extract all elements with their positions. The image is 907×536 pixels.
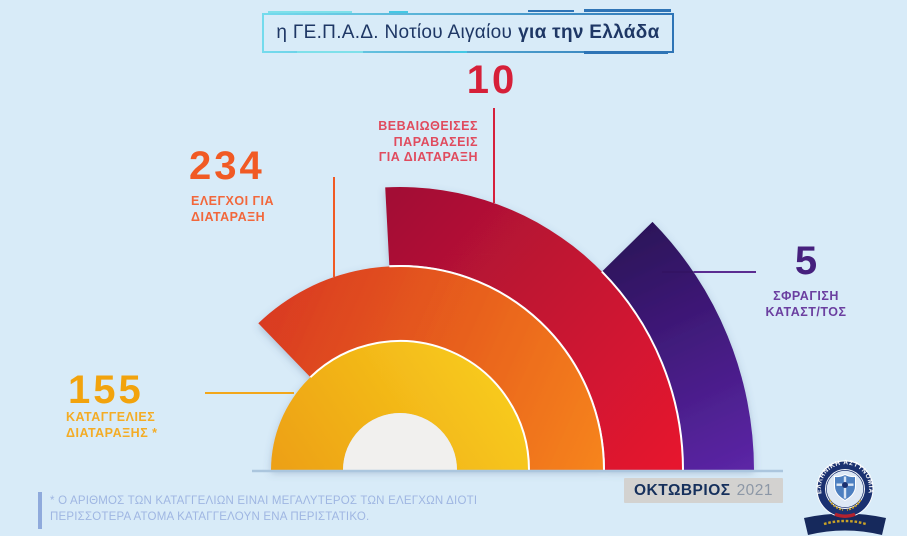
title-accent-dash [297,51,363,53]
page-title: η ΓΕ.Π.Α.Δ. Νοτίου Αιγαίου [276,22,513,43]
hellenic-police-logo: ΕΛΛΗΝΙΚΗ ΑΣΤΥΝΟΜΙΑ [804,459,886,535]
metric-label-violations: ΒΕΒΑΙΩΘΕΙΣΕΣ ΠΑΡΑΒΑΣΕΙΣ ΓΙΑ ΔΙΑΤΑΡΑΞΗ [378,119,478,165]
logo-banner [804,513,886,535]
metric-value-checks: 234 [189,144,265,188]
metric-label-complaints: ΚΑΤΑΓΓΕΛΙΕΣ ΔΙΑΤΑΡΑΞΗΣ * [66,410,158,440]
separator-red-purple [601,270,684,471]
period-box: ΟΚΤΩΒΡΙΟΣ 2021 [624,478,784,503]
title-box: η ΓΕ.Π.Α.Δ. Νοτίου Αιγαίου για την Ελλάδ… [262,13,674,53]
arc-group [258,187,754,470]
logo-shield-emblem [842,482,848,488]
title-accent-dash [528,10,574,12]
arc-violations [385,187,683,470]
metric-value-violations: 10 [466,58,518,102]
title-accent-dash [450,51,467,53]
logo-laurel-right [846,499,862,511]
title-accent-dash [584,9,671,12]
period-month: ΟΚΤΩΒΡΙΟΣ [634,481,731,499]
arc-complaints [271,341,529,470]
metric-label-sealings: ΣΦΡΑΓΙΣΗ ΚΑΤΑΣΤ/ΤΟΣ [765,289,847,319]
metric-value-sealings: 5 [794,239,818,283]
arc-inner-disc [343,413,457,470]
title-accent-dash [584,51,668,54]
separator-yellow-orange [309,340,530,471]
logo-red-segment [834,512,856,518]
title-accent-dash [389,11,408,13]
footnote-bar [38,492,42,529]
title-accent-dash [268,11,352,13]
metric-label-checks: ΕΛΕΓΧΟΙ ΓΙΑ ΔΙΑΤΑΡΑΞΗ [191,194,275,224]
arc-sealings [601,221,754,470]
arc-checks [258,266,604,470]
logo-laurel-left [828,499,844,511]
period-year: 2021 [736,481,774,499]
footnote-text: * Ο ΑΡΙΘΜΟΣ ΤΩΝ ΚΑΤΑΓΓΕΛΙΩΝ ΕΙΝΑΙ ΜΕΓΑΛΥ… [50,495,478,524]
page-title-emphasis: για την Ελλάδα [518,22,660,43]
metric-value-complaints: 155 [68,368,144,412]
separator-orange-red [389,265,605,471]
